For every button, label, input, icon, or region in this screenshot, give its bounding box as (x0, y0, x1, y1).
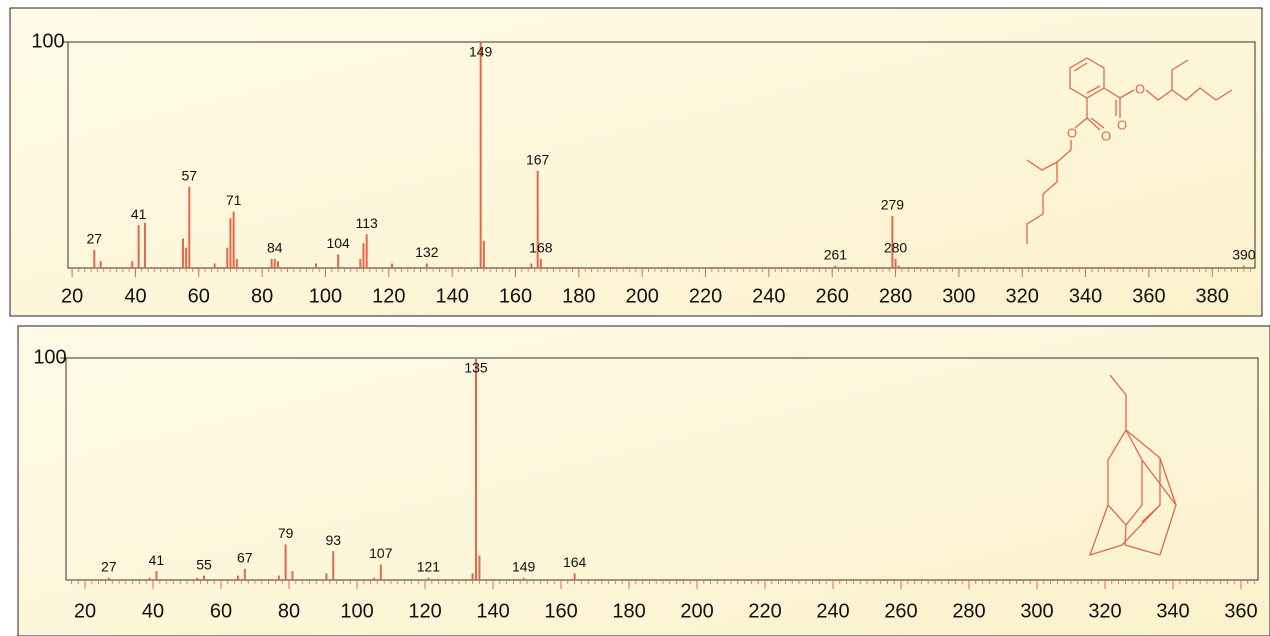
x-tick-label: 220 (689, 285, 722, 307)
x-tick-label: 220 (748, 600, 781, 622)
x-tick-label: 80 (278, 600, 300, 622)
x-tick-label: 280 (879, 285, 912, 307)
x-tick-label: 260 (884, 600, 917, 622)
peak-label: 132 (415, 244, 439, 260)
x-tick-label: 340 (1069, 285, 1102, 307)
x-tick-label: 100 (340, 600, 373, 622)
peak-label: 279 (881, 197, 905, 213)
peak-label: 107 (369, 545, 393, 561)
peak-label: 135 (464, 360, 488, 376)
x-tick-label: 320 (1006, 285, 1039, 307)
x-tick-label: 380 (1196, 285, 1229, 307)
x-tick-label: 240 (752, 285, 785, 307)
x-tick-label: 40 (142, 600, 164, 622)
peak-label: 41 (149, 552, 165, 568)
x-tick-label: 200 (680, 600, 713, 622)
x-tick-label: 40 (124, 285, 146, 307)
peak-label: 113 (355, 215, 378, 231)
x-tick-label: 320 (1088, 600, 1121, 622)
peak-label: 41 (131, 206, 147, 222)
x-tick-label: 280 (952, 600, 985, 622)
x-tick-label: 300 (1020, 600, 1053, 622)
x-tick-label: 80 (251, 285, 273, 307)
peak-label: 390 (1232, 246, 1256, 262)
atom-label: O (1067, 125, 1077, 140)
peak-label: 71 (226, 192, 242, 208)
plot-area (65, 357, 1259, 581)
peak-label: 57 (182, 167, 198, 183)
peak-label: 167 (526, 152, 550, 168)
x-tick-label: 260 (816, 285, 849, 307)
x-tick-label: 120 (408, 600, 441, 622)
structure (1088, 374, 1177, 557)
peak-label: 104 (326, 235, 350, 251)
x-tick-label: 100 (309, 285, 342, 307)
x-tick-label: 20 (74, 600, 96, 622)
atom-label: O (1101, 128, 1111, 143)
x-tick-label: 60 (210, 600, 232, 622)
x-tick-label: 360 (1224, 600, 1257, 622)
x-tick-label: 60 (188, 285, 210, 307)
peak-label: 149 (469, 44, 493, 60)
peak-label: 168 (529, 240, 553, 256)
peak-label: 27 (101, 558, 117, 574)
peak-label: 93 (325, 532, 341, 548)
y-tick-label: 100 (33, 346, 66, 368)
atom-label: O (1117, 117, 1127, 132)
x-tick-label: 300 (942, 285, 975, 307)
peak-label: 79 (278, 525, 294, 541)
x-tick-label: 340 (1156, 600, 1189, 622)
x-tick-label: 160 (544, 600, 577, 622)
x-tick-label: 20 (61, 285, 83, 307)
x-tick-label: 360 (1132, 285, 1165, 307)
x-tick-label: 180 (612, 600, 645, 622)
x-tick-label: 240 (816, 600, 849, 622)
peak-label: 280 (884, 240, 908, 256)
atom-label: O (1135, 81, 1145, 96)
x-tick-label: 140 (435, 285, 468, 307)
peak-label: 55 (196, 556, 212, 572)
peak-label: 84 (267, 240, 283, 256)
peak-label: 27 (86, 231, 102, 247)
structure (1026, 57, 1233, 244)
x-tick-label: 160 (499, 285, 532, 307)
x-tick-label: 200 (625, 285, 658, 307)
peak-label: 121 (417, 558, 441, 574)
panel (17, 325, 1270, 636)
x-tick-label: 120 (372, 285, 405, 307)
peak-label: 67 (237, 550, 253, 566)
x-tick-label: 180 (562, 285, 595, 307)
peak-label: 149 (512, 558, 536, 574)
panel (9, 7, 1263, 317)
y-tick-label: 100 (31, 30, 64, 52)
x-tick-label: 140 (476, 600, 509, 622)
peak-label: 164 (563, 554, 587, 570)
peak-label: 261 (824, 246, 848, 262)
